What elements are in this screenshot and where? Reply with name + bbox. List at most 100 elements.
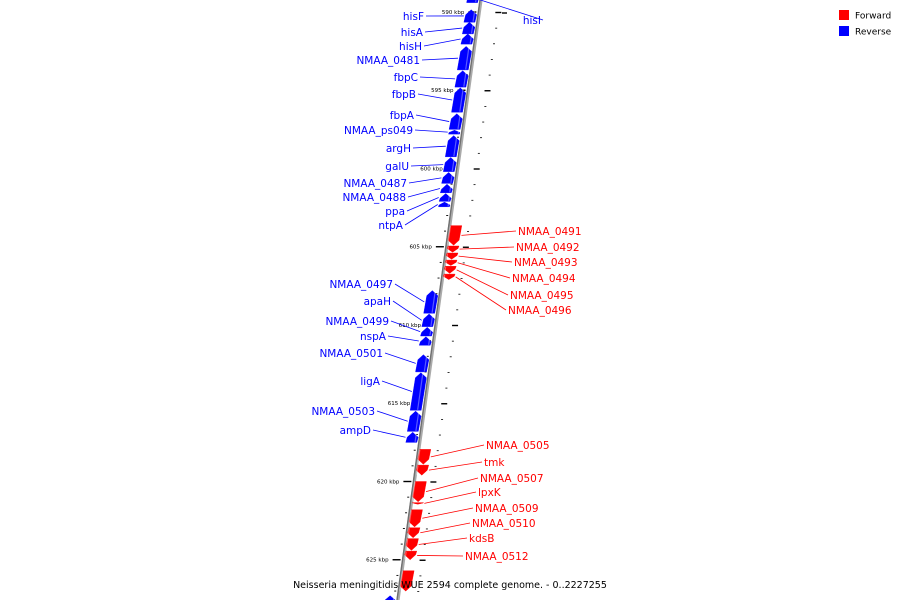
gene-arrow-highlight (417, 449, 421, 464)
gene-arrow-nmaa-0510[interactable] (407, 527, 421, 539)
gene-arrow-lpxk[interactable] (412, 502, 424, 505)
gene-label-liga[interactable]: ligA (360, 376, 380, 388)
gene-label-nmaa-0503[interactable]: NMAA_0503 (311, 406, 375, 418)
gene-arrow-highlight (463, 71, 467, 87)
leader-line-fbpb (417, 93, 453, 101)
gene-label-ntpa[interactable]: ntpA (378, 220, 403, 232)
gene-arrow-highlight (447, 226, 452, 245)
gene-arrow-highlight (449, 184, 452, 193)
gene-arrow-highlight (459, 88, 464, 112)
gene-label-lpxk[interactable]: lpxK (478, 487, 502, 499)
gene-label-hisf[interactable]: hisF (403, 11, 424, 23)
leader-line-nmaa-0499 (390, 320, 421, 333)
gene-arrow-nspa[interactable] (418, 336, 432, 346)
gene-label-ppa[interactable]: ppa (385, 206, 405, 218)
gene-arrow-liga[interactable] (409, 372, 427, 411)
gene-arrow-nmaa-0509[interactable] (408, 509, 423, 528)
gene-arrow-nmaa-0494[interactable] (445, 259, 458, 266)
gene-label-nmaa-0497[interactable]: NMAA_0497 (329, 279, 393, 291)
gene-label-nmaa-ps049[interactable]: NMAA_ps049 (344, 125, 413, 137)
gene-label-nmaa-0512[interactable]: NMAA_0512 (465, 551, 529, 563)
gene-label-fbpc[interactable]: fbpC (394, 72, 418, 84)
gene-arrow-highlight (415, 411, 420, 432)
gene-arrow-nmaa-0499[interactable] (420, 327, 433, 337)
gene-label-nmaa-0492[interactable]: NMAA_0492 (516, 242, 580, 254)
gene-arrow-ampd[interactable] (405, 431, 419, 443)
gene-label-nmaa-0487[interactable]: NMAA_0487 (343, 178, 407, 190)
gene-arrow-nmaa-0507[interactable] (412, 481, 427, 503)
gene-label-argh[interactable]: argH (386, 143, 411, 155)
gene-label-ampd[interactable]: ampD (340, 425, 371, 437)
gene-label-nmaa-0507[interactable]: NMAA_0507 (480, 473, 544, 485)
gene-arrow-fbpa[interactable] (448, 113, 463, 130)
gene-arrow-apah[interactable] (421, 313, 435, 327)
gene-arrow-hisi[interactable] (466, 0, 480, 3)
scale-tick-label: 605 kbp (409, 245, 432, 251)
gene-label-nmaa-0510[interactable]: NMAA_0510 (472, 518, 536, 530)
gene-arrow-highlight (399, 571, 404, 591)
gene-arrow-ntpa[interactable] (438, 201, 451, 208)
gene-arrow-unlabeled[interactable] (399, 570, 415, 592)
gene-arrow-nmaa-0495[interactable] (443, 266, 457, 274)
gene-arrow-nmaa-0503[interactable] (407, 410, 422, 432)
gene-arrow-argh[interactable] (445, 135, 460, 158)
gene-label-nmaa-0491[interactable]: NMAA_0491 (518, 226, 582, 238)
gene-arrow-nmaa-0492[interactable] (446, 245, 460, 253)
gene-label-galu[interactable]: galU (385, 161, 409, 173)
gene-arrow-tmk[interactable] (416, 464, 429, 476)
gene-label-hisa[interactable]: hisA (401, 27, 424, 39)
gene-label-fbpb[interactable]: fbpB (392, 89, 416, 101)
gene-arrow-highlight (444, 266, 447, 273)
gene-arrow-kdsb[interactable] (405, 538, 419, 551)
gene-label-kdsb[interactable]: kdsB (469, 533, 494, 545)
gene-label-apah[interactable]: apaH (364, 296, 391, 308)
leader-line-hish (423, 38, 461, 47)
gene-arrow-nmaa-0505[interactable] (417, 449, 432, 465)
leader-line-fbpa (415, 114, 450, 122)
gene-arrow-nmaa-0501[interactable] (415, 354, 430, 373)
gene-arrow-hish[interactable] (460, 33, 474, 45)
gene-arrow-fbpb[interactable] (451, 87, 467, 113)
leader-line-liga (381, 380, 412, 392)
gene-arrow-ppa[interactable] (438, 193, 452, 202)
gene-label-fbpa[interactable]: fbpA (390, 110, 415, 122)
leader-line-nmaa-0501 (384, 352, 416, 364)
gene-arrow-nmaa-0512[interactable] (404, 550, 418, 561)
gene-label-nmaa-0496[interactable]: NMAA_0496 (508, 305, 572, 317)
leader-line-ppa (406, 197, 439, 212)
gene-arrow-nmaa-0491[interactable] (447, 225, 463, 246)
gene-arrow-highlight (451, 157, 455, 172)
backbone-shadow (396, 0, 483, 600)
gene-label-nmaa-0481[interactable]: NMAA_0481 (356, 55, 420, 67)
gene-label-nmaa-0505[interactable]: NMAA_0505 (486, 440, 550, 452)
gene-arrow-galu[interactable] (443, 157, 457, 172)
gene-arrow-highlight (415, 465, 419, 475)
gene-label-nmaa-0488[interactable]: NMAA_0488 (342, 192, 406, 204)
leader-line-nmaa-0495 (456, 269, 509, 296)
gene-arrow-nmaa-0481[interactable] (457, 46, 472, 71)
gene-label-nmaa-0493[interactable]: NMAA_0493 (514, 257, 578, 269)
gene-label-nmaa-0501[interactable]: NMAA_0501 (319, 348, 383, 360)
gene-arrow-nmaa-0487[interactable] (441, 172, 455, 184)
gene-label-hisi[interactable]: hisI (523, 15, 541, 27)
gene-arrow-nmaa-ps049[interactable] (448, 129, 461, 135)
gene-arrow-nmaa-0496[interactable] (443, 273, 456, 280)
gene-label-nspa[interactable]: nspA (360, 331, 387, 343)
gene-label-nmaa-0495[interactable]: NMAA_0495 (510, 290, 574, 302)
gene-arrow-fbpc[interactable] (454, 70, 469, 88)
gene-arrow-highlight (448, 193, 451, 201)
gene-arrow-nmaa-0488[interactable] (440, 183, 453, 194)
scale-tick-label: 595 kbp (431, 88, 454, 94)
gene-label-nmaa-0509[interactable]: NMAA_0509 (475, 503, 539, 515)
leader-line-nmaa-0497 (394, 283, 425, 303)
leader-line-nmaa-0488 (407, 188, 441, 198)
scale-tick-label: 590 kbp (442, 10, 465, 16)
gene-label-hish[interactable]: hisH (399, 41, 422, 53)
leader-line-nmaa-0494 (457, 262, 511, 279)
gene-arrow-nmaa-0497[interactable] (423, 290, 439, 314)
gene-label-tmk[interactable]: tmk (484, 457, 505, 469)
gene-label-nmaa-0499[interactable]: NMAA_0499 (325, 316, 389, 328)
leader-line-nmaa-0503 (376, 410, 408, 422)
gene-label-nmaa-0494[interactable]: NMAA_0494 (512, 273, 576, 285)
gene-arrow-nmaa-0493[interactable] (445, 252, 459, 260)
